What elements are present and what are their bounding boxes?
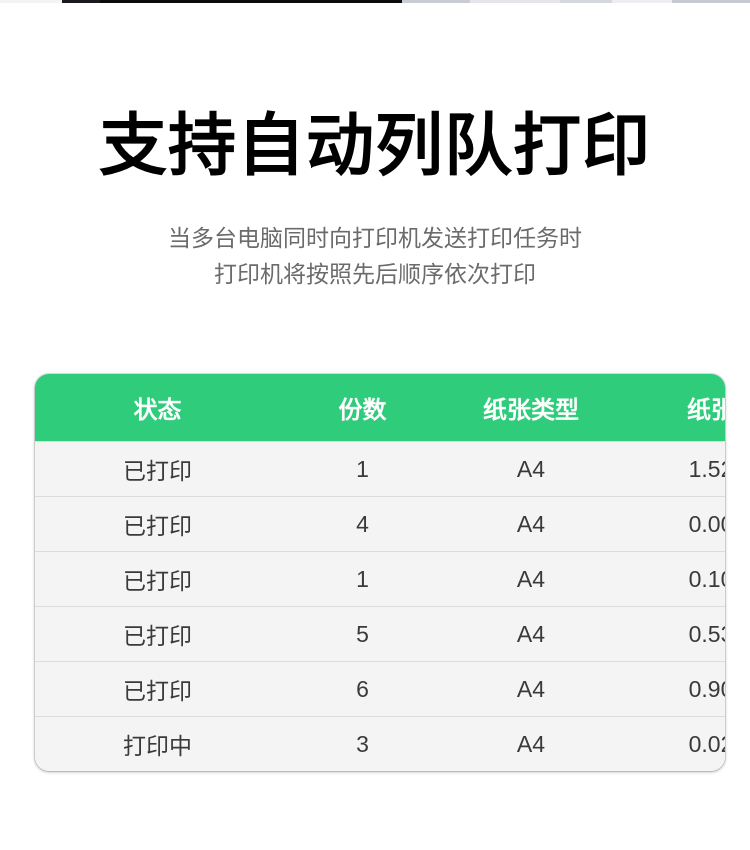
- table-row: 打印中 3 A4 0.02: [35, 716, 725, 771]
- table-row: 已打印 1 A4 1.52: [35, 441, 725, 496]
- cell-paper-size: 0.02: [688, 730, 725, 757]
- print-queue-table: 状态 份数 纸张类型 纸张 已打印 1 A4 1.52 已打印 4 A4 0.0…: [35, 374, 725, 771]
- table-row: 已打印 5 A4 0.53: [35, 606, 725, 661]
- cell-paper-size: 0.90: [688, 675, 725, 702]
- cell-paper-type: A4: [516, 675, 546, 702]
- column-header-copies: 份数: [338, 397, 387, 424]
- cell-status: 打印中: [123, 733, 192, 759]
- cell-status: 已打印: [123, 568, 192, 594]
- previous-section-sliver: [0, 0, 750, 3]
- cell-paper-type: A4: [516, 730, 546, 757]
- column-header-paper-type: 纸张类型: [483, 397, 579, 424]
- page-title: 支持自动列队打印: [98, 108, 651, 184]
- table-row: 已打印 4 A4 0.00: [35, 496, 725, 551]
- cell-copies: 4: [356, 510, 369, 537]
- cell-paper-size: 0.10: [688, 565, 725, 592]
- table-row: 已打印 6 A4 0.90: [35, 661, 725, 716]
- cell-paper-type: A4: [516, 510, 546, 537]
- cell-copies: 5: [356, 620, 369, 647]
- cell-paper-type: A4: [516, 565, 546, 592]
- table-header-row: 状态 份数 纸张类型 纸张: [35, 374, 725, 441]
- page-subtitle-line-2: 打印机将按照先后顺序依次打印: [214, 261, 536, 287]
- print-queue-card: 状态 份数 纸张类型 纸张 已打印 1 A4 1.52 已打印 4 A4 0.0…: [35, 374, 725, 771]
- cell-copies: 1: [356, 455, 369, 482]
- page-subtitle-line-1: 当多台电脑同时向打印机发送打印任务时: [168, 225, 582, 251]
- cell-paper-type: A4: [516, 620, 546, 647]
- cell-copies: 1: [356, 565, 369, 592]
- column-header-status: 状态: [133, 397, 182, 424]
- cell-copies: 6: [356, 675, 369, 702]
- page-subtitle: 当多台电脑同时向打印机发送打印任务时 打印机将按照先后顺序依次打印: [0, 180, 750, 292]
- cell-status: 已打印: [123, 513, 192, 539]
- cell-paper-size: 0.00: [688, 510, 725, 537]
- cell-paper-type: A4: [516, 455, 546, 482]
- column-header-paper-size: 纸张: [687, 397, 725, 424]
- cell-status: 已打印: [123, 623, 192, 649]
- table-row: 已打印 1 A4 0.10: [35, 551, 725, 606]
- hero-section: 支持自动列队打印 当多台电脑同时向打印机发送打印任务时 打印机将按照先后顺序依次…: [0, 0, 750, 292]
- cell-paper-size: 0.53: [688, 620, 725, 647]
- cell-copies: 3: [356, 730, 369, 757]
- cell-paper-size: 1.52: [688, 455, 725, 482]
- cell-status: 已打印: [123, 678, 192, 704]
- cell-status: 已打印: [123, 458, 192, 484]
